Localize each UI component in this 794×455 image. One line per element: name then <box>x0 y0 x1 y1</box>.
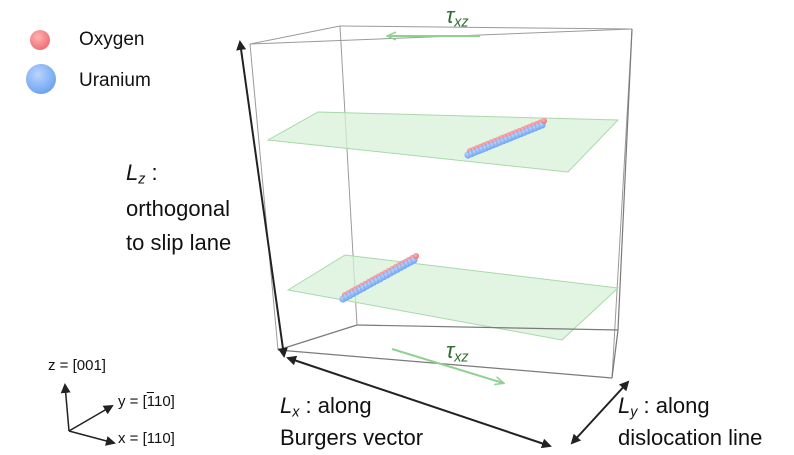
lx-symbol: L <box>280 393 293 418</box>
z-axis-label: z = [001] <box>48 357 106 374</box>
lx-label-line2: Burgers vector <box>280 425 424 450</box>
x-axis-arrow <box>68 430 116 446</box>
ly-label-line2: dislocation line <box>618 425 763 450</box>
ly-label-line1: Ly : along <box>618 393 710 422</box>
y-axis-arrow <box>68 404 114 432</box>
x-axis-label: x = [110] <box>118 430 175 447</box>
bottom-shear-label: τxz <box>446 338 469 367</box>
upper-dislocation-atoms <box>464 118 547 159</box>
box-front-edges <box>277 28 633 379</box>
ly-subscript: y <box>630 404 638 421</box>
y-axis-suffix: 10] <box>154 393 175 410</box>
oxygen-atom <box>541 118 547 124</box>
oxygen-legend-marker <box>30 30 50 50</box>
lx-subscript: x <box>292 404 300 421</box>
lz-subscript: z <box>138 171 146 188</box>
lx-dimension-arrow <box>286 355 552 449</box>
upper-slip-plane <box>266 111 620 173</box>
lx-suffix: : along <box>299 393 372 418</box>
lz-dimension-arrow <box>236 40 288 358</box>
lz-label-line2: orthogonal <box>126 196 230 221</box>
lower-slip-plane <box>286 254 620 341</box>
top-shear-label: τxz <box>446 3 469 32</box>
y-axis-bar-digit: 1 <box>146 393 154 410</box>
coordinate-axes <box>60 383 116 446</box>
z-axis-arrow <box>60 383 71 432</box>
y-axis-label: y = [110] <box>118 393 175 411</box>
top-shear-symbol: τ <box>446 3 455 28</box>
uranium-legend-label: Uranium <box>79 70 151 91</box>
bottom-shear-subscript: xz <box>454 349 469 366</box>
oxygen-legend-label: Oxygen <box>79 29 145 50</box>
ly-symbol: L <box>618 393 631 418</box>
lz-suffix: : <box>145 160 158 185</box>
lz-label-line3: to slip lane <box>126 230 232 255</box>
lz-symbol: L <box>126 160 139 185</box>
lz-label-line1: Lz : <box>126 160 158 189</box>
bottom-shear-symbol: τ <box>446 338 455 363</box>
y-axis-prefix: y = [ <box>118 393 147 410</box>
ly-suffix: : along <box>637 393 710 418</box>
lower-dislocation-atoms <box>339 253 419 303</box>
top-shear-subscript: xz <box>454 14 469 31</box>
ly-dimension-arrow <box>570 380 630 445</box>
uranium-legend-marker <box>26 64 56 94</box>
oxygen-atom <box>413 253 419 259</box>
lx-label-line1: Lx : along <box>280 393 372 422</box>
